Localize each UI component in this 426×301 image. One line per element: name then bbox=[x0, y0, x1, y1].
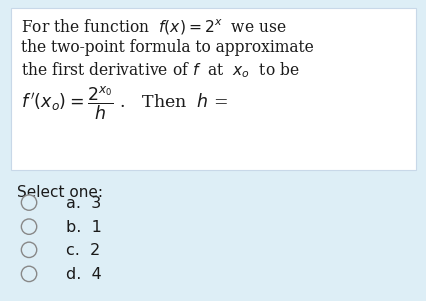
Text: a.  3: a. 3 bbox=[66, 196, 101, 211]
Text: Select one:: Select one: bbox=[17, 185, 103, 200]
Text: the first derivative of $\it{f}$  at  $x_o$  to be: the first derivative of $\it{f}$ at $x_o… bbox=[21, 60, 299, 80]
Ellipse shape bbox=[21, 242, 37, 258]
Text: d.  4: d. 4 bbox=[66, 267, 102, 282]
Ellipse shape bbox=[21, 219, 37, 234]
Text: b.  1: b. 1 bbox=[66, 220, 102, 235]
Ellipse shape bbox=[21, 195, 37, 210]
Ellipse shape bbox=[21, 266, 37, 282]
Text: the two-point formula to approximate: the two-point formula to approximate bbox=[21, 39, 314, 55]
Text: c.  2: c. 2 bbox=[66, 243, 100, 258]
Text: For the function  $\it{f}(x) = 2^x$  we use: For the function $\it{f}(x) = 2^x$ we us… bbox=[21, 17, 286, 36]
FancyBboxPatch shape bbox=[11, 8, 415, 170]
Text: $\it{f}\,'(x_o) = \dfrac{2^{x_0}}{h}$ .   Then  $h$ =: $\it{f}\,'(x_o) = \dfrac{2^{x_0}}{h}$ . … bbox=[21, 84, 228, 122]
